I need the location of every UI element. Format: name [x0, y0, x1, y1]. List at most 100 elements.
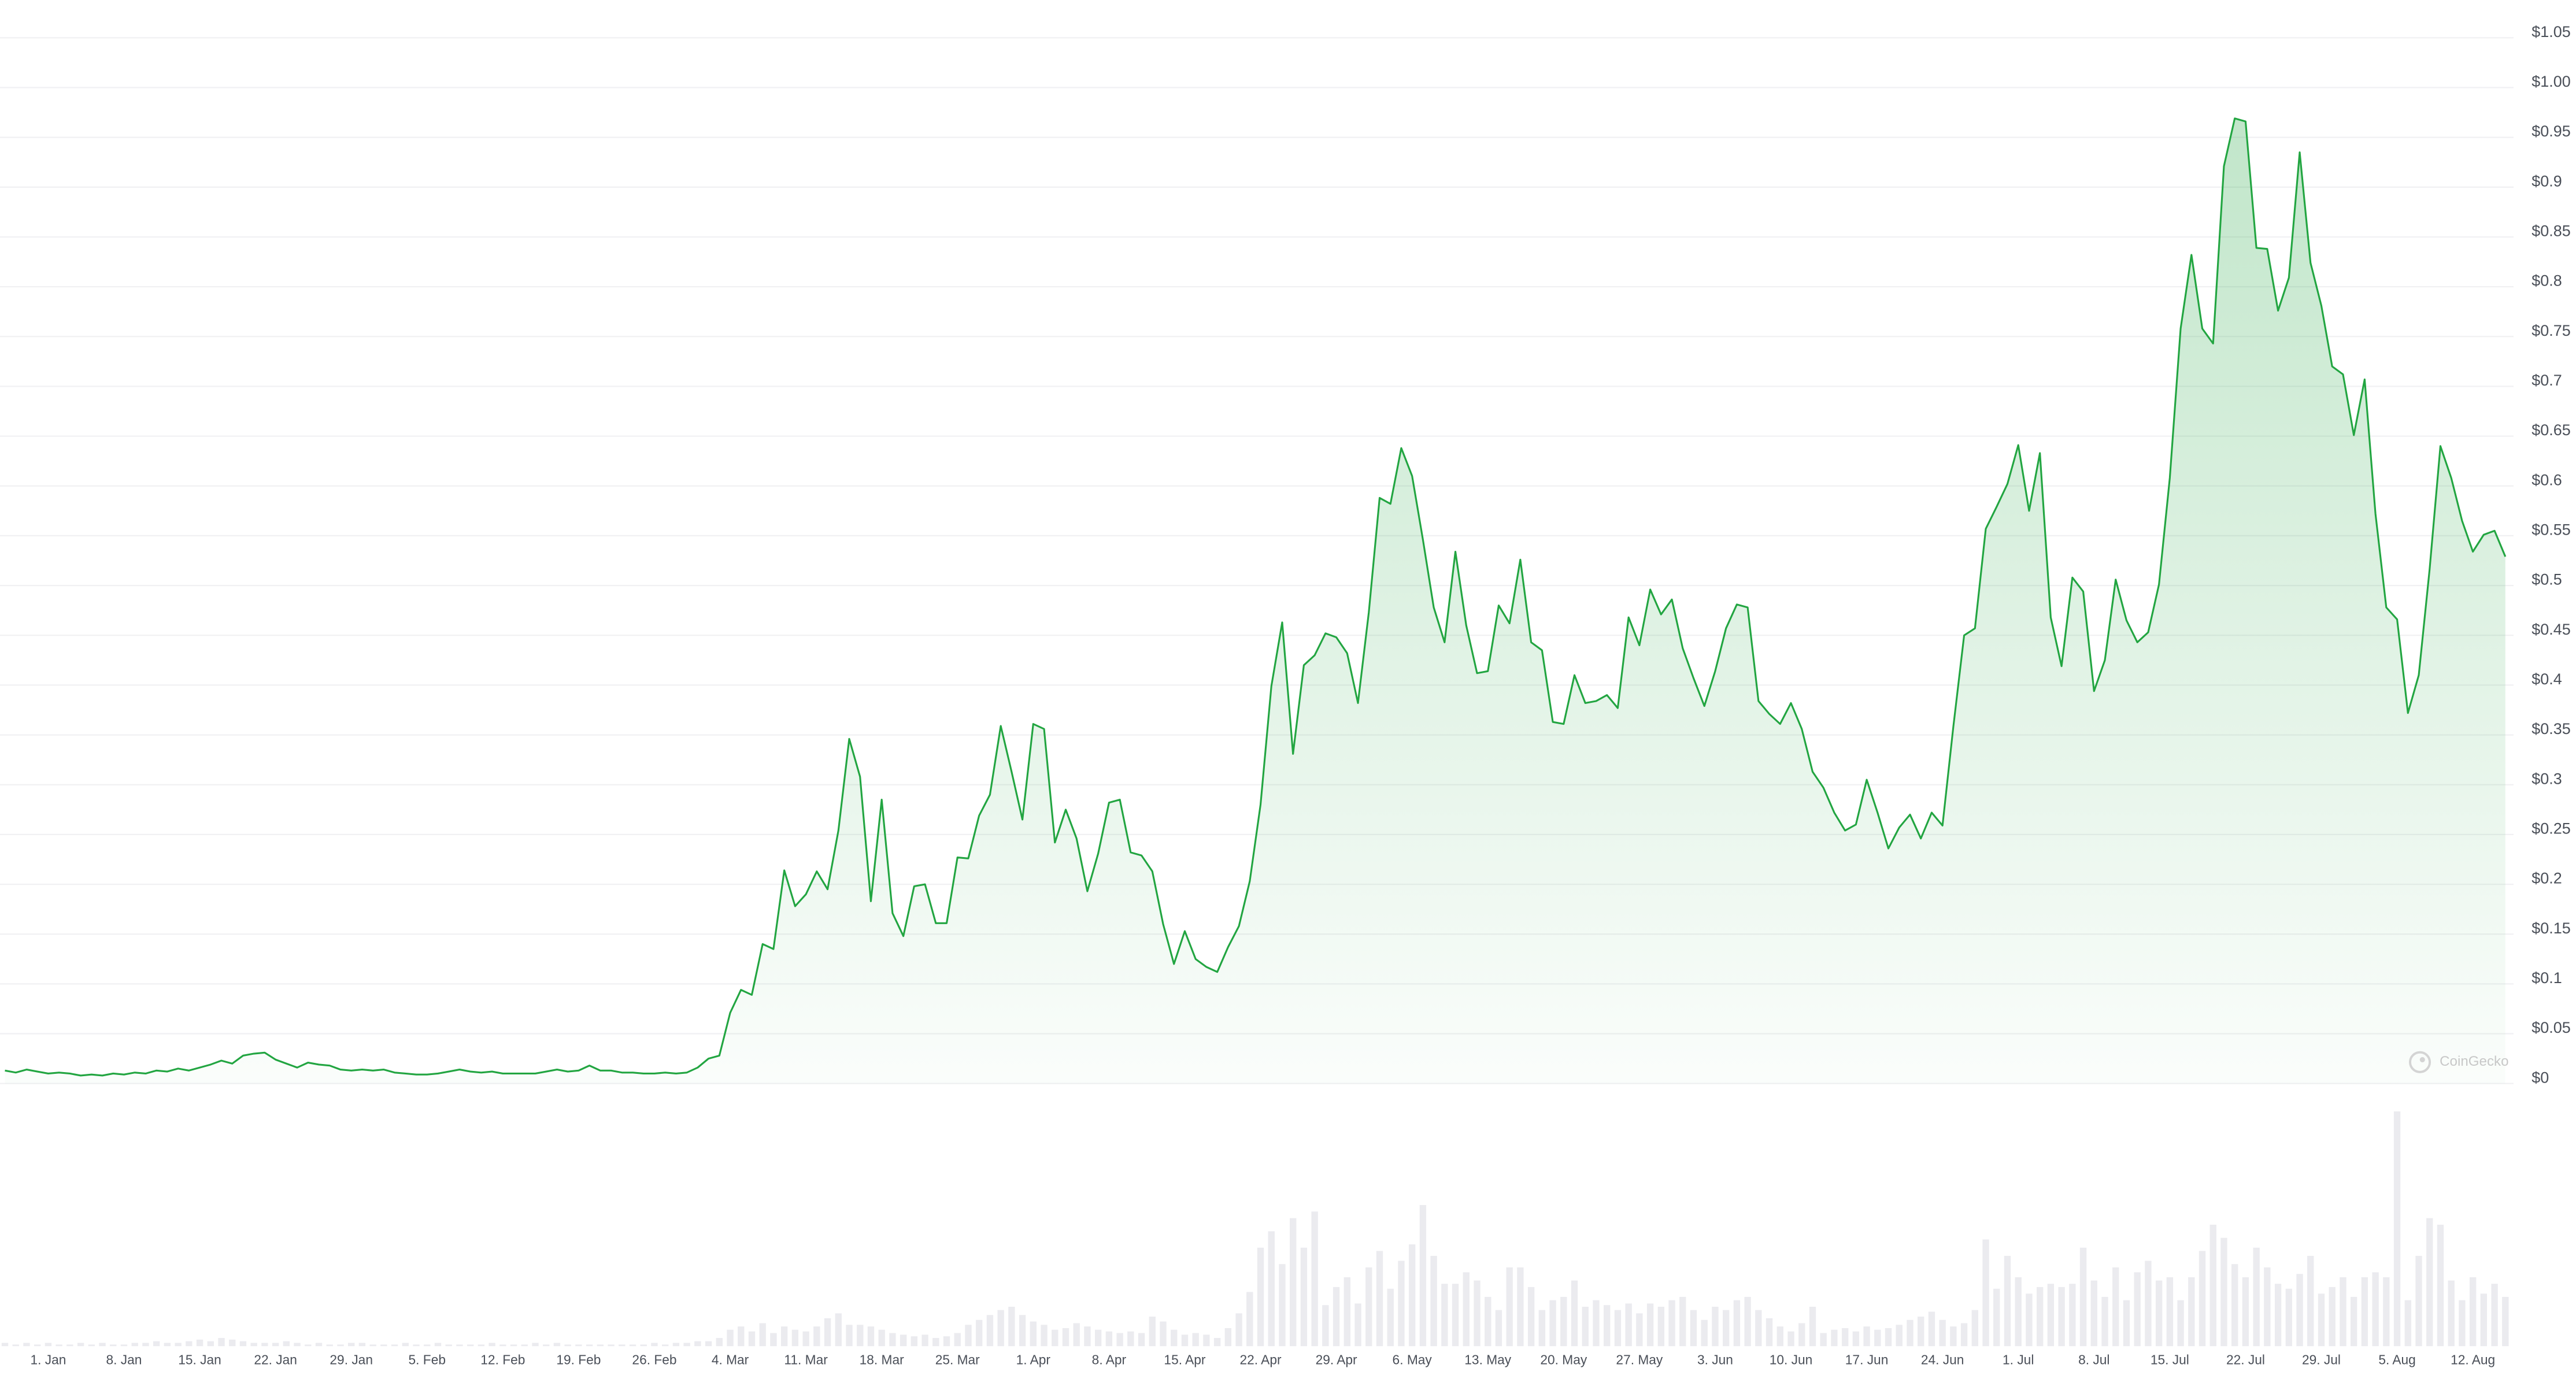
- volume-bar: [1008, 1307, 1015, 1347]
- y-tick-label: $0.45: [2531, 621, 2571, 638]
- volume-bar: [1625, 1303, 1632, 1347]
- watermark: CoinGecko: [2408, 1051, 2509, 1073]
- x-tick-label: 15. Jul: [2151, 1352, 2189, 1367]
- x-tick-label: 6. May: [1393, 1352, 1433, 1367]
- x-tick-label: 20. May: [1540, 1352, 1587, 1367]
- x-tick-label: 18. Mar: [860, 1352, 904, 1367]
- volume-bar: [2123, 1300, 2130, 1347]
- volume-bar: [1246, 1292, 1253, 1347]
- volume-bar: [2155, 1280, 2163, 1347]
- y-tick-label: $0: [2531, 1069, 2549, 1086]
- volume-bar: [878, 1329, 885, 1347]
- volume-bar: [315, 1343, 323, 1347]
- volume-bar: [55, 1344, 62, 1347]
- y-tick-label: $0.8: [2531, 272, 2562, 290]
- volume-bar: [954, 1333, 961, 1347]
- volume-bar: [66, 1344, 73, 1347]
- volume-bar: [1257, 1247, 1264, 1347]
- volume-bar: [1430, 1255, 1437, 1347]
- volume-bar: [748, 1331, 756, 1347]
- volume-bar: [2350, 1296, 2357, 1347]
- watermark-logo-eye: [2419, 1057, 2425, 1063]
- y-tick-label: $0.4: [2531, 670, 2562, 688]
- volume-bar: [1333, 1287, 1340, 1347]
- x-tick-label: 29. Apr: [1316, 1352, 1357, 1367]
- volume-bar: [846, 1325, 853, 1347]
- volume-bar: [1776, 1326, 1783, 1347]
- volume-bar: [424, 1344, 431, 1347]
- y-tick-label: $0.05: [2531, 1019, 2571, 1036]
- volume-bar: [1668, 1300, 1675, 1347]
- volume-bar: [1960, 1323, 1968, 1347]
- x-tick-label: 27. May: [1616, 1352, 1663, 1367]
- volume-bar: [1398, 1261, 1405, 1347]
- volume-bar: [1755, 1310, 1762, 1347]
- volume-bar: [1646, 1303, 1654, 1347]
- volume-bar: [413, 1344, 420, 1347]
- volume-bar: [120, 1344, 128, 1347]
- volume-bar: [1052, 1329, 1058, 1347]
- y-tick-label: $0.6: [2531, 471, 2562, 488]
- volume-bar: [1084, 1326, 1091, 1347]
- volume-bar: [1311, 1211, 1318, 1347]
- volume-bar: [2177, 1300, 2184, 1347]
- volume-bar: [1441, 1284, 1448, 1347]
- volume-bar: [791, 1329, 799, 1347]
- volume-bar: [1041, 1325, 1048, 1347]
- volume-bar: [2069, 1284, 2076, 1347]
- volume-bar: [2469, 1277, 2477, 1347]
- volume-bar: [857, 1325, 864, 1347]
- x-tick-label: 8. Apr: [1092, 1352, 1127, 1367]
- volume-bar: [499, 1344, 506, 1347]
- volume-bar: [1841, 1328, 1849, 1347]
- volume-bar: [672, 1343, 680, 1347]
- x-tick-label: 22. Jan: [254, 1352, 297, 1367]
- volume-bar: [1149, 1317, 1156, 1347]
- volume-bar: [45, 1343, 52, 1347]
- volume-bar: [23, 1343, 30, 1347]
- volume-bar: [1387, 1288, 1394, 1347]
- volume-bar: [1722, 1310, 1730, 1347]
- volume-bar: [911, 1336, 918, 1347]
- volume-bar: [305, 1344, 312, 1347]
- volume-bar: [1787, 1331, 1794, 1347]
- volume-bar: [597, 1344, 604, 1347]
- grid: [0, 37, 2514, 1084]
- y-tick-label: $1.05: [2531, 23, 2571, 40]
- volume-bar: [1213, 1337, 1221, 1347]
- volume-bar: [683, 1343, 690, 1347]
- price-area: [5, 118, 2505, 1084]
- volume-bar: [651, 1343, 658, 1347]
- volume-bar: [900, 1334, 907, 1347]
- volume-bar: [727, 1329, 734, 1347]
- volume-bar: [2015, 1277, 2022, 1347]
- x-tick-label: 15. Jan: [178, 1352, 221, 1367]
- volume-bar: [2231, 1264, 2238, 1347]
- volume-bar: [1474, 1280, 1481, 1347]
- volume-bar: [2036, 1287, 2044, 1347]
- volume-bar: [1538, 1310, 1546, 1347]
- volume-bar: [1094, 1329, 1102, 1347]
- volume-bar: [564, 1344, 571, 1347]
- volume-bar: [521, 1344, 528, 1347]
- volume-bar: [1560, 1296, 1567, 1347]
- volume-bar: [478, 1344, 485, 1347]
- volume-bar: [2004, 1255, 2011, 1347]
- volume-bar: [1798, 1323, 1805, 1347]
- volume-bar: [2090, 1280, 2097, 1347]
- volume-bar: [153, 1341, 160, 1347]
- volume-bar: [2145, 1261, 2152, 1347]
- volume-bar: [402, 1343, 409, 1347]
- x-tick-label: 1. Jan: [30, 1352, 66, 1367]
- volume-bar: [802, 1331, 809, 1347]
- volume-bar: [2166, 1277, 2174, 1347]
- volume-bar: [488, 1343, 495, 1347]
- x-tick-label: 11. Mar: [784, 1352, 828, 1367]
- volume-bar: [1527, 1287, 1535, 1347]
- volume-bar: [186, 1341, 193, 1347]
- volume-bar: [467, 1344, 474, 1347]
- volume-bar: [2361, 1277, 2368, 1347]
- volume-bar: [976, 1319, 983, 1347]
- volume-bar: [759, 1323, 766, 1347]
- volume-bar: [1831, 1329, 1838, 1347]
